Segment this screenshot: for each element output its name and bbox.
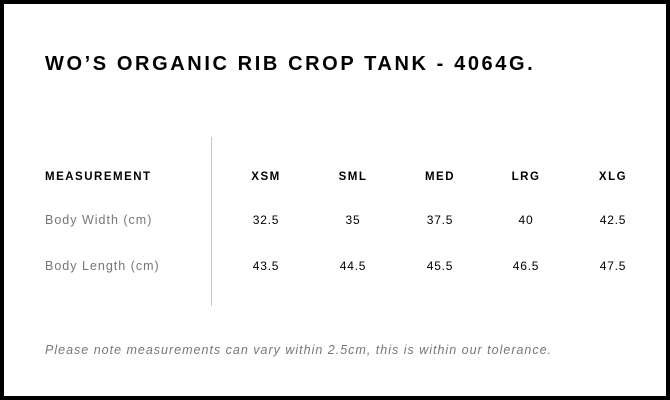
row-label-body-length: Body Length (cm) [45, 259, 160, 273]
product-title: WO’S ORGANIC RIB CROP TANK - 4064G. [45, 53, 536, 75]
table-cell: 43.5 [252, 259, 280, 273]
table-cell: 42.5 [599, 213, 627, 227]
table-cell: 35 [345, 213, 361, 227]
row-label-body-width: Body Width (cm) [45, 213, 153, 227]
table-cell: 45.5 [426, 259, 454, 273]
table-cell: 47.5 [599, 259, 627, 273]
tolerance-note: Please note measurements can vary within… [45, 343, 553, 357]
size-header-sml: SML [338, 171, 368, 183]
table-cell: 32.5 [252, 213, 280, 227]
size-header-lrg: LRG [511, 171, 541, 183]
column-divider [211, 137, 212, 306]
table-cell: 37.5 [426, 213, 454, 227]
size-header-med: MED [424, 171, 456, 183]
measurement-header: MEASUREMENT [45, 171, 152, 183]
table-cell: 44.5 [339, 259, 367, 273]
table-cell: 46.5 [512, 259, 540, 273]
table-cell: 40 [518, 213, 534, 227]
size-header-xlg: XLG [598, 171, 628, 183]
size-header-xsm: XSM [251, 171, 281, 183]
